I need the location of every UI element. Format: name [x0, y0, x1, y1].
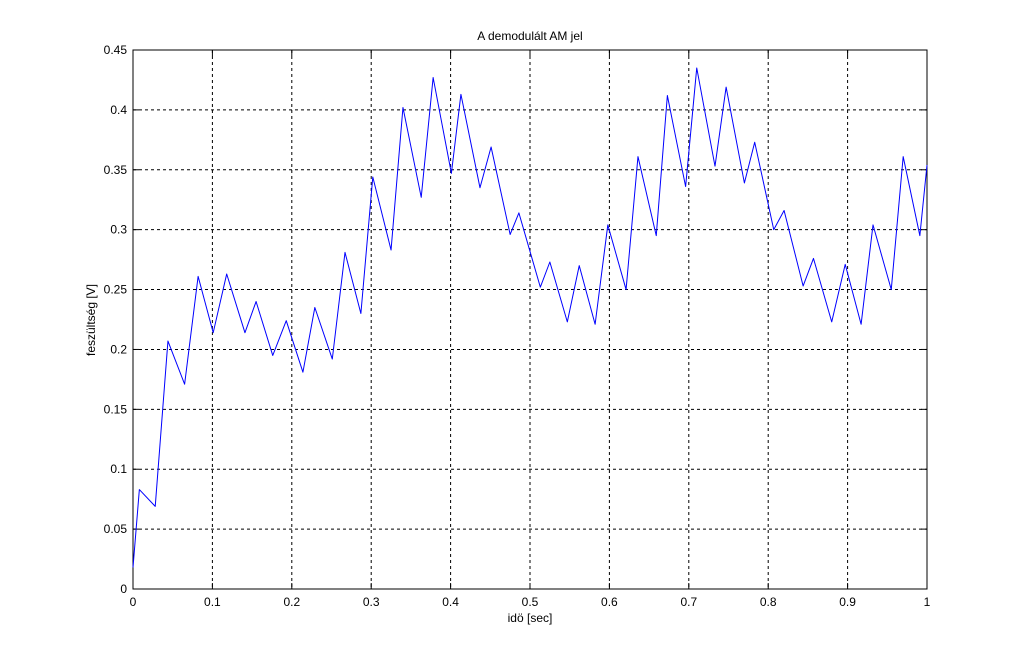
x-tick-label: 1: [924, 595, 931, 609]
y-tick-label: 0.25: [104, 283, 128, 297]
y-tick-label: 0.15: [104, 402, 128, 416]
y-tick-label: 0: [120, 582, 127, 596]
y-tick-label: 0.4: [110, 103, 127, 117]
data-line: [132, 67, 928, 568]
plot-area: [133, 50, 927, 589]
y-axis-label: feszültség [V]: [84, 284, 98, 356]
plot-frame: [132, 49, 928, 590]
x-tick-label: 0.9: [839, 595, 856, 609]
x-tick-label: 0.5: [522, 595, 539, 609]
x-tick-label: 0.1: [204, 595, 221, 609]
y-tick-label: 0.1: [110, 462, 127, 476]
x-tick-label: 0.7: [680, 595, 697, 609]
x-tick-label: 0.8: [760, 595, 777, 609]
chart-title: A demodulált AM jel: [477, 29, 582, 43]
x-tick-label: 0.2: [283, 595, 300, 609]
x-axis-label: idö [sec]: [508, 611, 553, 625]
y-tick-label: 0.3: [110, 223, 127, 237]
x-tick-label: 0.4: [442, 595, 459, 609]
x-tick-label: 0.3: [363, 595, 380, 609]
y-tick-label: 0.45: [104, 43, 128, 57]
x-tick-label: 0: [130, 595, 137, 609]
y-tick-label: 0.05: [104, 522, 128, 536]
y-tick-label: 0.2: [110, 342, 127, 356]
x-tick-label: 0.6: [601, 595, 618, 609]
y-tick-label: 0.35: [104, 163, 128, 177]
